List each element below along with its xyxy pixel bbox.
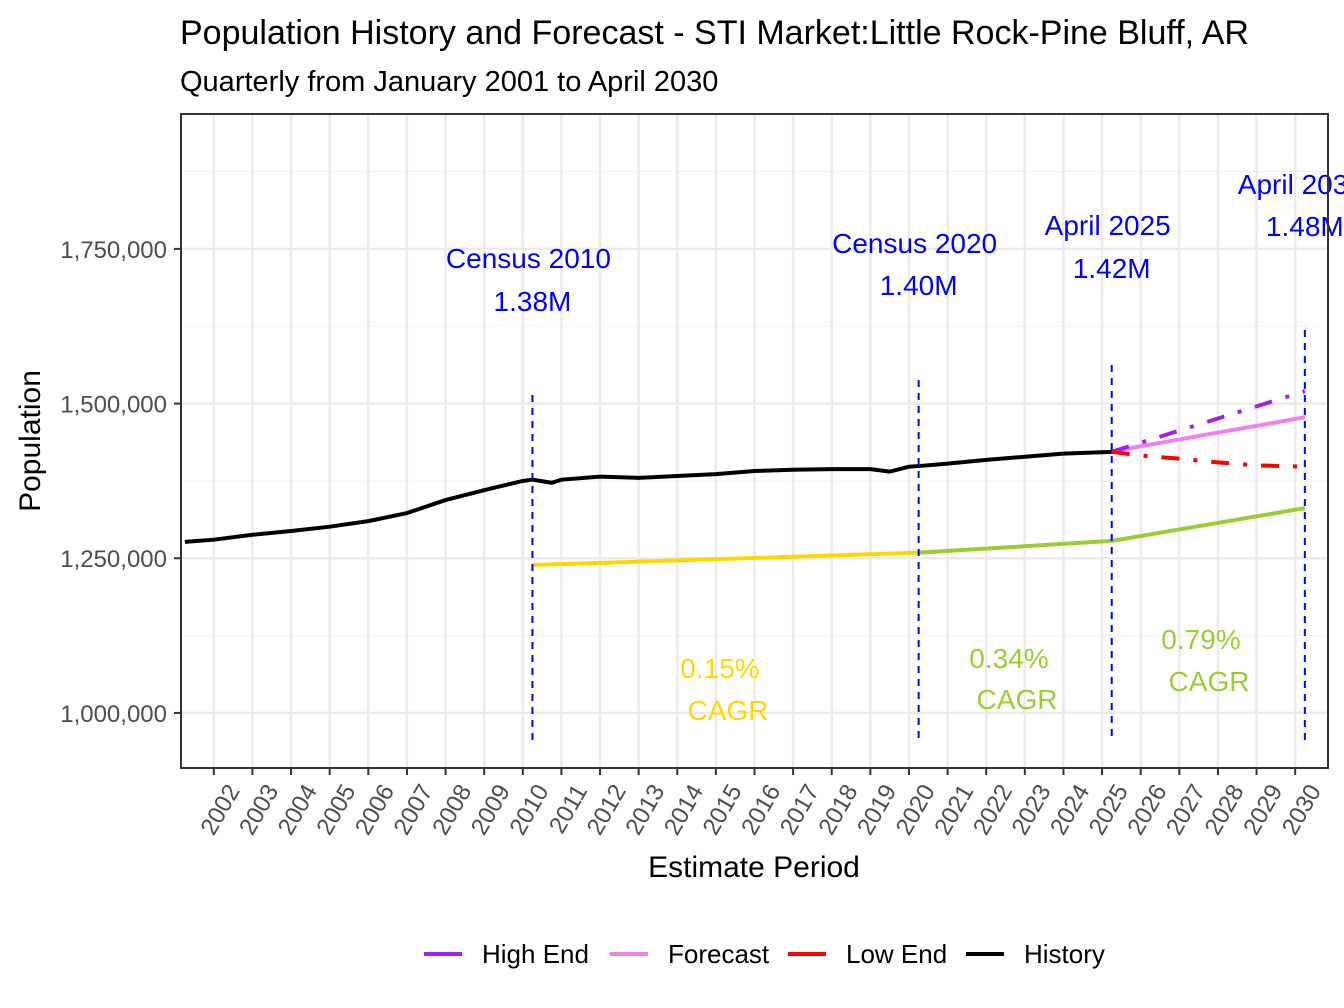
chart-subtitle: Quarterly from January 2001 to April 203… <box>180 66 718 98</box>
marker-lines <box>531 330 1306 740</box>
x-tick-label: 2030 <box>1277 780 1327 840</box>
x-tick-label: 2008 <box>427 780 477 840</box>
x-tick-label: 2010 <box>504 780 554 840</box>
x-tick-label: 2015 <box>698 780 748 840</box>
marker-label: April 2030 <box>1238 169 1344 200</box>
marker-label: April 2025 <box>1045 210 1171 241</box>
x-tick-label: 2014 <box>659 780 709 840</box>
cagr-value: 0.34% <box>969 643 1048 674</box>
y-axis-label: Population <box>14 370 47 512</box>
x-tick-label: 2006 <box>350 780 400 840</box>
x-tick-label: 2017 <box>775 780 825 840</box>
legend-label: Forecast <box>668 939 770 969</box>
x-tick-label: 2013 <box>620 780 670 840</box>
legend-label: Low End <box>846 939 947 969</box>
y-tick-label: 1,250,000 <box>60 546 167 573</box>
x-tick-label: 2009 <box>466 780 516 840</box>
x-axis-label: Estimate Period <box>648 851 860 884</box>
series-forecast <box>1111 415 1306 454</box>
series-lines <box>184 389 1306 544</box>
x-tick-label: 2019 <box>852 780 902 840</box>
x-tick-label: 2027 <box>1161 780 1211 840</box>
cagr-value: 0.79% <box>1161 624 1240 655</box>
x-tick-label: 2002 <box>195 780 245 840</box>
cagr-label: CAGR <box>688 695 769 726</box>
cagr-value: 0.15% <box>680 653 759 684</box>
x-tick-label: 2003 <box>234 780 284 840</box>
legend-label: History <box>1024 939 1105 969</box>
cagr-label: CAGR <box>1169 666 1250 697</box>
x-tick-label: 2012 <box>582 780 632 840</box>
marker-label: Census 2020 <box>832 228 997 259</box>
x-tick-label: 2029 <box>1238 780 1288 840</box>
marker-value: 1.48M <box>1266 211 1344 242</box>
cagr-line <box>532 550 919 568</box>
grid <box>181 114 1328 768</box>
cagr-label: CAGR <box>977 684 1058 715</box>
annotations: Census 2010 1.38M Census 2020 1.40M April 20… <box>446 169 1344 726</box>
marker-label: Census 2010 <box>446 243 611 274</box>
x-tick-label: 2007 <box>389 780 439 840</box>
x-tick-label: 2025 <box>1084 780 1134 840</box>
x-tick-label: 2023 <box>1007 780 1057 840</box>
x-tick-label: 2022 <box>968 780 1018 840</box>
series-history <box>184 449 1112 544</box>
marker-value: 1.42M <box>1073 253 1151 284</box>
chart-title: Population History and Forecast - STI Ma… <box>180 14 1249 52</box>
y-tick-label: 1,500,000 <box>60 392 167 419</box>
legend-label: High End <box>482 939 589 969</box>
x-tick-label: 2004 <box>273 780 323 840</box>
marker-value: 1.40M <box>880 270 958 301</box>
legend: High End Forecast Low End History <box>424 939 1105 969</box>
x-tick-label: 2018 <box>813 780 863 840</box>
series-low-end <box>1111 449 1305 469</box>
y-tick-label: 1,000,000 <box>60 701 167 728</box>
x-tick-label: 2026 <box>1122 780 1172 840</box>
marker-value: 1.38M <box>494 286 572 317</box>
x-tick-label: 2005 <box>311 780 361 840</box>
x-tick-label: 2016 <box>736 780 786 840</box>
x-tick-label: 2024 <box>1045 780 1095 840</box>
y-tick-label: 1,750,000 <box>60 237 167 264</box>
x-tick-label: 2021 <box>929 780 979 840</box>
x-tick-label: 2028 <box>1200 780 1250 840</box>
x-tick-label: 2020 <box>891 780 941 840</box>
series-high-end <box>1111 389 1306 454</box>
